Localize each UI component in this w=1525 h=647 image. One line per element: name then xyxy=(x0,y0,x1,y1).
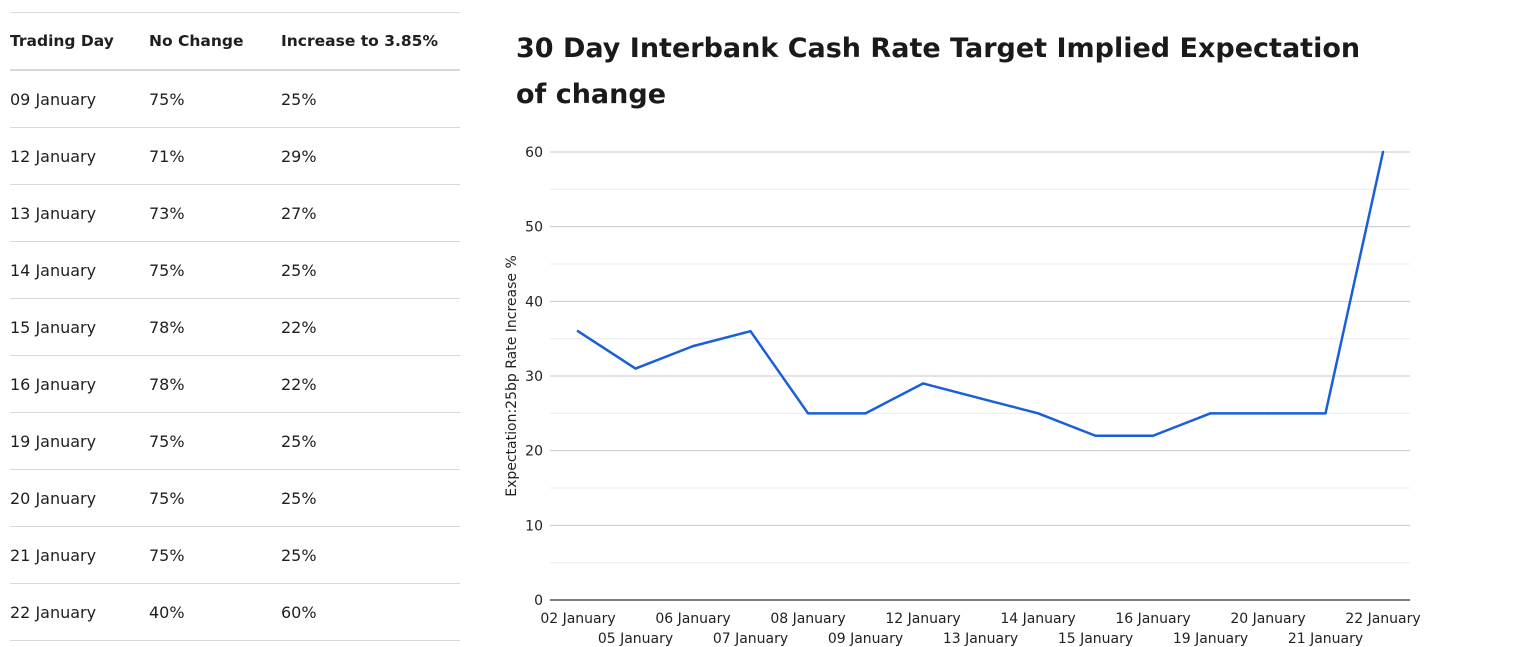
table-row: 09 January 75% 25% xyxy=(10,71,460,128)
cell-increase: 25% xyxy=(281,260,317,280)
cell-trading-day: 22 January xyxy=(10,602,97,622)
cell-increase: 60% xyxy=(281,602,317,622)
data-point xyxy=(1324,412,1327,415)
cell-trading-day: 14 January xyxy=(10,260,97,280)
cell-no-change: 75% xyxy=(149,260,185,280)
rate-table: Trading Day No Change Increase to 3.85% … xyxy=(10,12,460,641)
cell-increase: 22% xyxy=(281,374,317,394)
x-tick-label: 15 January xyxy=(1058,631,1133,647)
x-tick-label: 06 January xyxy=(655,611,730,627)
data-point xyxy=(576,330,580,333)
cell-no-change: 78% xyxy=(149,317,185,337)
chart-title: 30 Day Interbank Cash Rate Target Implie… xyxy=(516,33,1361,110)
cell-trading-day: 19 January xyxy=(10,431,97,451)
cell-increase: 25% xyxy=(281,89,317,109)
cell-no-change: 78% xyxy=(149,374,185,394)
y-tick-label: 60 xyxy=(525,145,543,161)
table-header-row: Trading Day No Change Increase to 3.85% xyxy=(10,13,460,71)
header-increase: Increase to 3.85% xyxy=(281,32,438,50)
table-row: 16 January 78% 22% xyxy=(10,356,460,413)
cell-no-change: 75% xyxy=(149,431,185,451)
y-tick-label: 50 xyxy=(525,220,543,236)
x-tick-label: 07 January xyxy=(713,631,788,647)
header-trading-day: Trading Day xyxy=(10,32,114,50)
series-line xyxy=(576,150,1385,437)
x-tick-label: 13 January xyxy=(943,631,1018,647)
data-point xyxy=(691,344,695,348)
series-group xyxy=(576,150,1385,437)
cell-increase: 25% xyxy=(281,488,317,508)
cell-no-change: 75% xyxy=(149,488,185,508)
x-tick-label: 19 January xyxy=(1173,631,1248,647)
cell-trading-day: 09 January xyxy=(10,89,97,109)
cell-increase: 25% xyxy=(281,431,317,451)
header-no-change: No Change xyxy=(149,32,244,50)
table-row: 19 January 75% 25% xyxy=(10,413,460,470)
data-point xyxy=(1036,412,1040,415)
cell-increase: 22% xyxy=(281,317,317,337)
cell-no-change: 73% xyxy=(149,203,185,223)
cell-trading-day: 12 January xyxy=(10,146,97,166)
x-tick-label: 14 January xyxy=(1000,611,1075,627)
y-tick-label: 0 xyxy=(534,593,543,609)
x-tick-label: 08 January xyxy=(770,611,845,627)
data-point xyxy=(921,382,925,385)
data-point xyxy=(806,412,810,415)
data-point xyxy=(1381,150,1385,154)
data-point xyxy=(634,367,637,370)
y-axis-ticks: 0 10 20 30 40 50 60 xyxy=(525,145,543,609)
major-gridlines xyxy=(550,151,1410,526)
cell-trading-day: 20 January xyxy=(10,488,97,508)
y-axis-title: Expectation:25bp Rate Increase % xyxy=(504,255,520,497)
data-point xyxy=(1209,412,1212,415)
x-tick-label: 12 January xyxy=(885,611,960,627)
x-axis-ticks: 02 January 05 January 06 January 07 January… xyxy=(540,611,1420,647)
cell-trading-day: 21 January xyxy=(10,545,97,565)
y-tick-label: 40 xyxy=(525,294,543,310)
data-point xyxy=(979,397,982,400)
cell-trading-day: 13 January xyxy=(10,203,97,223)
x-tick-label: 20 January xyxy=(1230,611,1305,627)
y-tick-label: 10 xyxy=(525,518,543,534)
table-row: 14 January 75% 25% xyxy=(10,242,460,299)
data-point xyxy=(864,412,867,415)
x-tick-label: 16 January xyxy=(1115,611,1190,627)
cell-increase: 25% xyxy=(281,545,317,565)
y-tick-label: 20 xyxy=(525,444,543,460)
x-tick-label: 22 January xyxy=(1345,611,1420,627)
minor-gridlines xyxy=(550,188,1410,564)
cell-increase: 29% xyxy=(281,146,317,166)
data-point xyxy=(1266,412,1270,415)
cell-no-change: 75% xyxy=(149,545,185,565)
x-tick-label: 05 January xyxy=(598,631,673,647)
cell-no-change: 71% xyxy=(149,146,185,166)
cell-increase: 27% xyxy=(281,203,317,223)
table-row: 12 January 71% 29% xyxy=(10,128,460,185)
cell-trading-day: 16 January xyxy=(10,374,97,394)
data-point xyxy=(1151,434,1155,437)
cell-no-change: 40% xyxy=(149,602,185,622)
table-row: 15 January 78% 22% xyxy=(10,299,460,356)
table-row: 21 January 75% 25% xyxy=(10,527,460,584)
data-point xyxy=(749,330,752,333)
x-tick-label: 09 January xyxy=(828,631,903,647)
x-tick-label: 21 January xyxy=(1288,631,1363,647)
table-row: 13 January 73% 27% xyxy=(10,185,460,242)
table-row: 22 January 40% 60% xyxy=(10,584,460,641)
y-tick-label: 30 xyxy=(525,369,543,385)
cell-no-change: 75% xyxy=(149,89,185,109)
x-tick-label: 02 January xyxy=(540,611,615,627)
data-point xyxy=(1094,434,1097,437)
cell-trading-day: 15 January xyxy=(10,317,97,337)
table-row: 20 January 75% 25% xyxy=(10,470,460,527)
